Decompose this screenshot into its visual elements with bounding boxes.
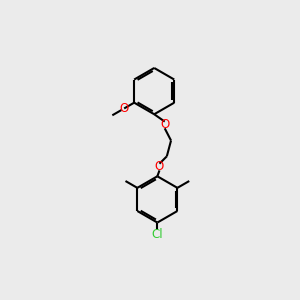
Text: O: O [160, 118, 169, 131]
Text: O: O [155, 160, 164, 173]
Text: Cl: Cl [152, 228, 163, 241]
Text: O: O [119, 102, 129, 115]
